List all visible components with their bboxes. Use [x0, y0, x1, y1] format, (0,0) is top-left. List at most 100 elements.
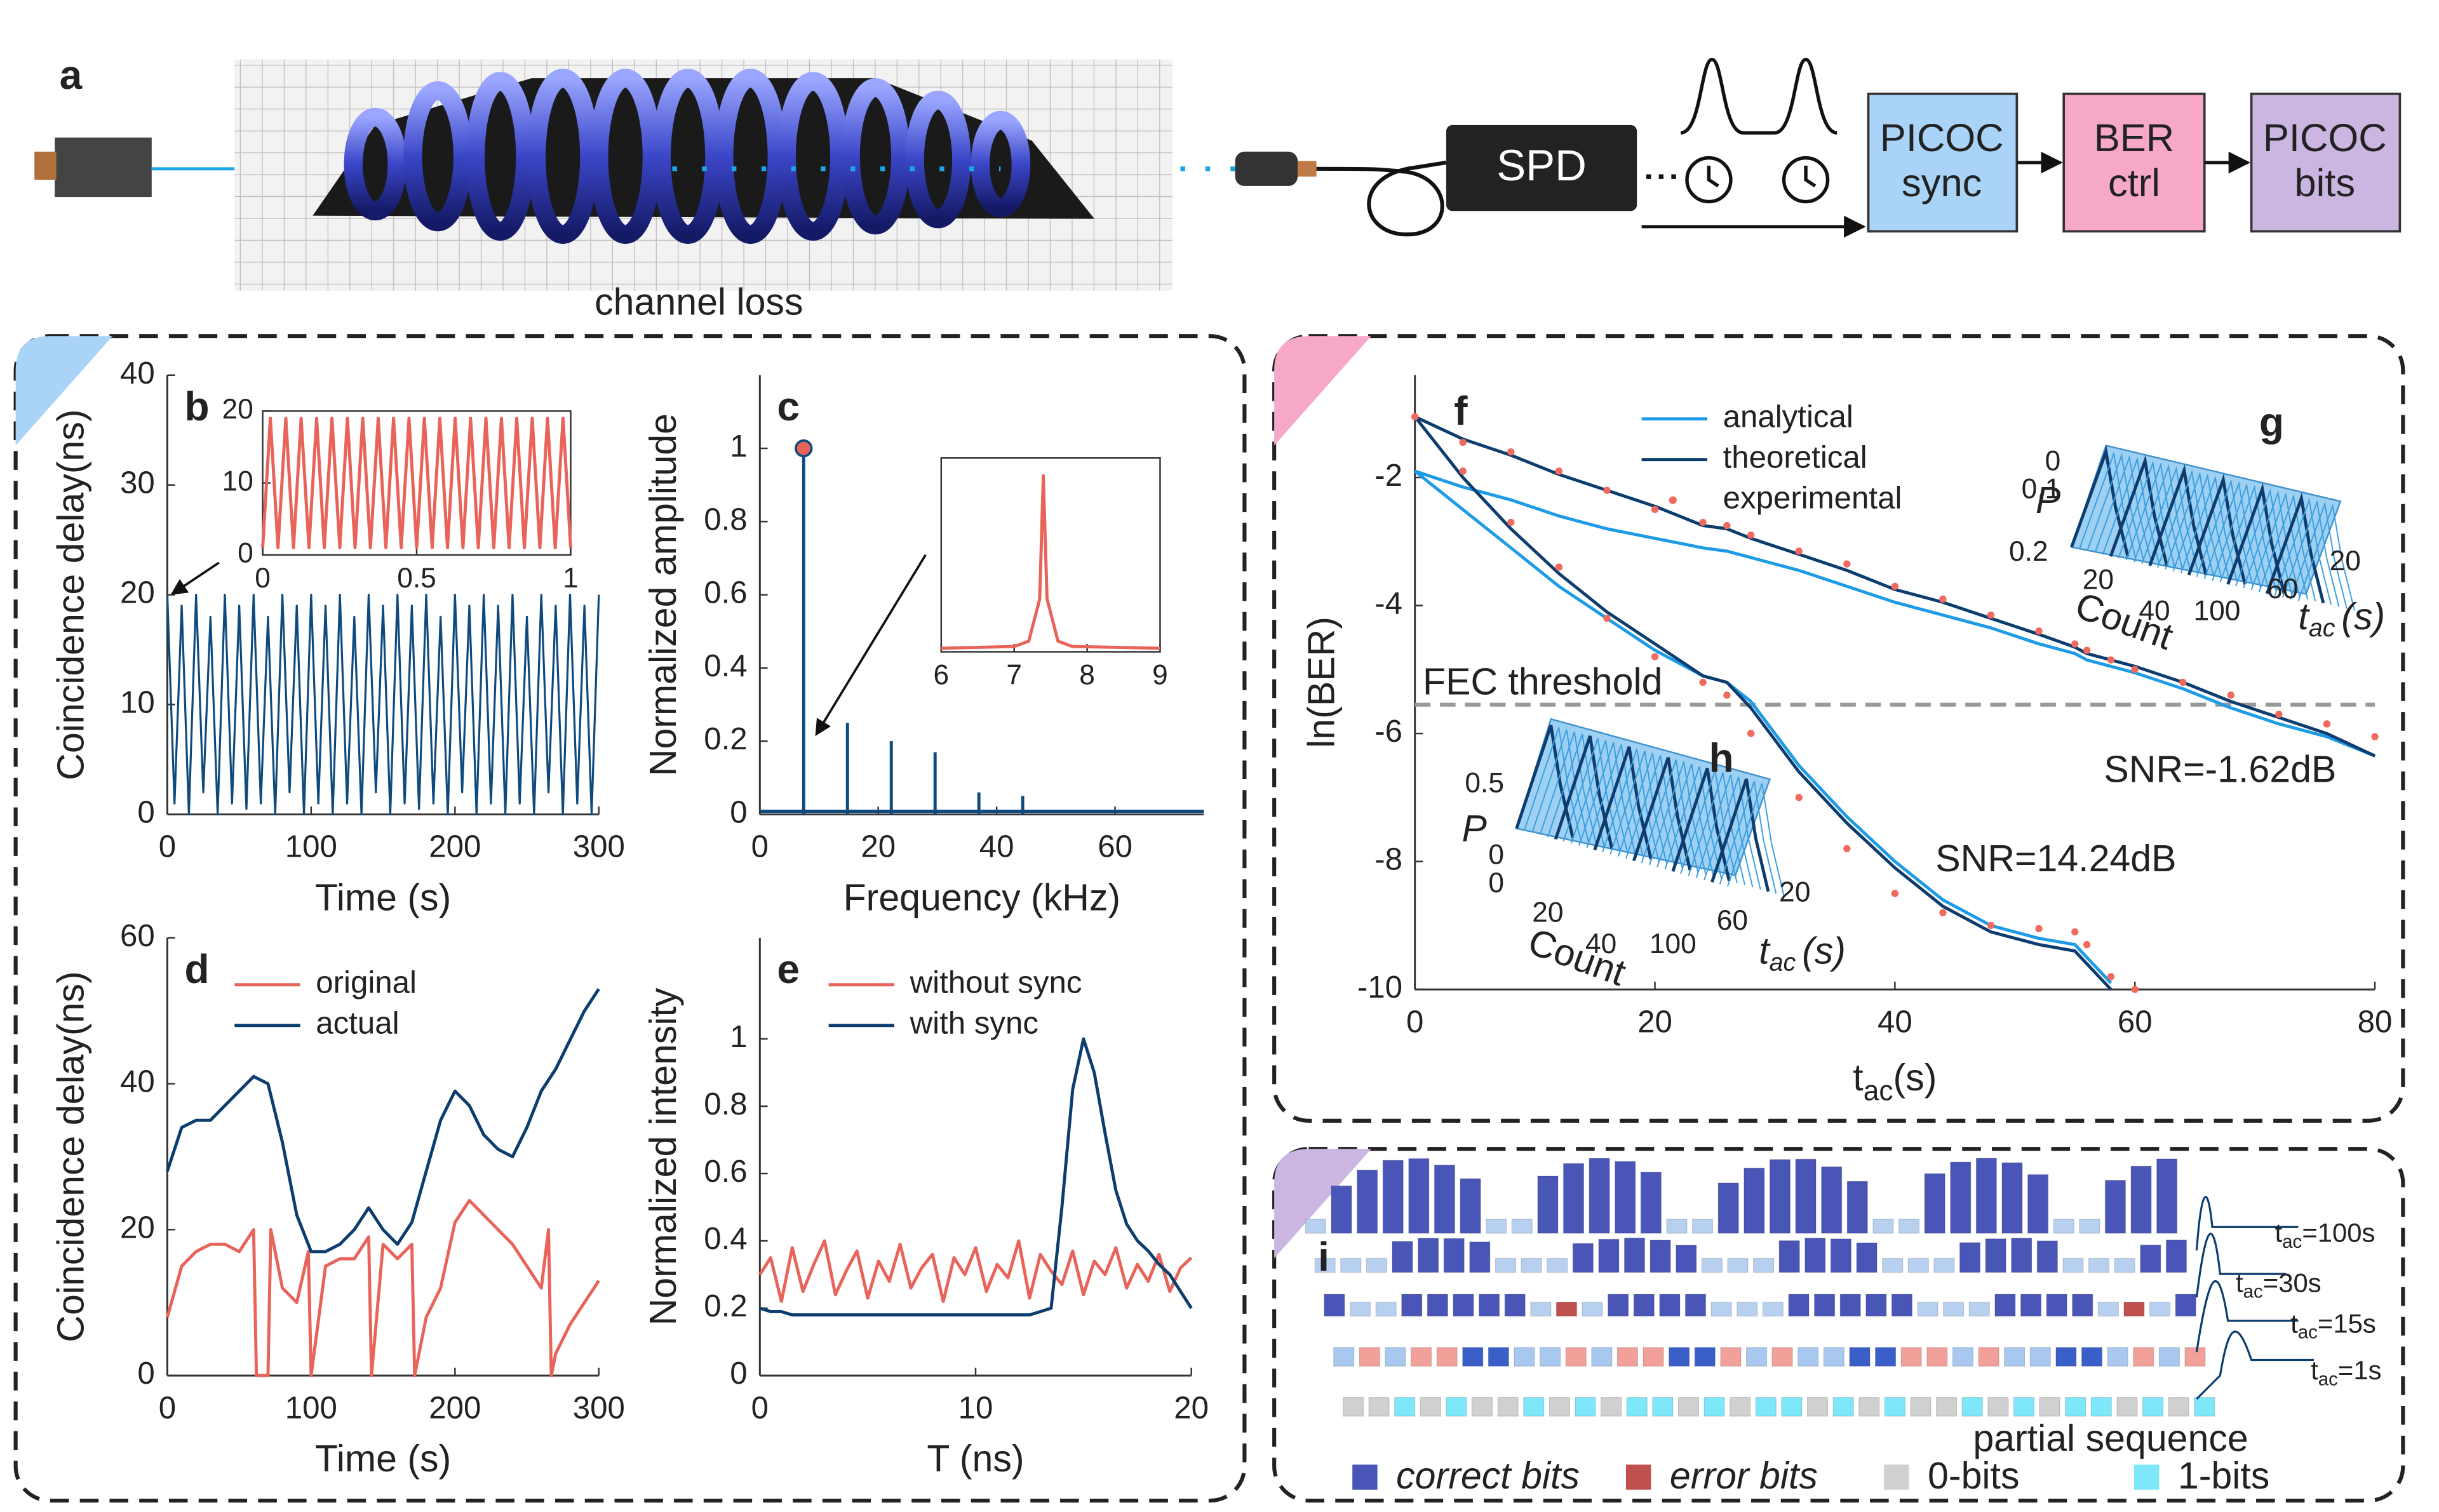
x-axis-label: Frequency (kHz) [843, 876, 1121, 918]
bit [2090, 1396, 2112, 1417]
bit [1410, 1347, 1432, 1367]
bit [2088, 1257, 2110, 1273]
data-line [1414, 415, 2376, 758]
data-dot [2107, 656, 2115, 664]
data-line [759, 1037, 1193, 1317]
data-dot [1459, 438, 1467, 446]
bit [2123, 1301, 2145, 1317]
legend-label: theoretical [1723, 440, 1867, 475]
data-dot [2035, 925, 2043, 933]
bit [1434, 1165, 1456, 1234]
data-dot [2083, 940, 2091, 949]
legend-label: experimental [1723, 481, 1902, 516]
bit [1598, 1238, 1620, 1273]
data-dot [1843, 560, 1851, 568]
bit [1511, 1219, 1533, 1234]
x-axis-label-part: (s) [1893, 1056, 1937, 1098]
bit [1856, 1242, 1878, 1273]
surface-line [1625, 755, 1683, 868]
bit [1849, 1347, 1871, 1367]
bit [2065, 1396, 2086, 1417]
box-label: ctrl [2108, 161, 2160, 205]
x-tick-label: 100 [285, 829, 337, 864]
tac-sub: ac [2243, 1281, 2263, 1302]
surface-line [2203, 481, 2262, 589]
x-tick-label: 8 [1079, 660, 1095, 691]
x-tick-label: 200 [429, 1390, 481, 1425]
x-tick-label: 300 [573, 1390, 625, 1425]
bit [1924, 1173, 1945, 1234]
t-tick-label: 100 [1650, 928, 1697, 960]
t-tick-label: 20 [2330, 545, 2361, 577]
bit [1813, 1294, 1836, 1317]
bit [1781, 1396, 1803, 1417]
annotation: SNR=14.24dB [1935, 838, 2176, 880]
bit [2156, 1158, 2178, 1234]
z-axis-label: P [2036, 479, 2061, 521]
y-tick-label: 0.4 [704, 648, 747, 683]
y-axis-label: ln(BER) [1301, 617, 1343, 748]
surface-line [2250, 492, 2309, 599]
y-tick-label: -4 [1374, 586, 1402, 621]
data-dot [2071, 640, 2079, 648]
bit [1615, 1161, 1636, 1234]
bit [1978, 1347, 1999, 1367]
bit [1359, 1347, 1380, 1367]
surface-line [2102, 457, 2160, 565]
bit [1788, 1294, 1810, 1317]
bit [1555, 1301, 1578, 1317]
surface-line [1539, 731, 1597, 845]
inset-3d [1515, 718, 1785, 896]
bit [1640, 1172, 1662, 1234]
bit [1823, 1347, 1844, 1367]
y-tick-label: 0 [730, 1356, 747, 1391]
x-tick-label: 60 [1098, 829, 1132, 864]
bit [1539, 1347, 1561, 1367]
pointer [815, 554, 927, 737]
legend-label: without sync [910, 965, 1082, 1000]
data-dot [1987, 921, 1995, 930]
y-tick-label: 0.8 [704, 502, 747, 537]
x-tick-label: 40 [2139, 596, 2170, 627]
surface-line [2141, 465, 2199, 573]
data-line [166, 988, 600, 1254]
data-line [261, 417, 572, 549]
tac-part: =15s [2318, 1308, 2376, 1338]
bit [2175, 1294, 2196, 1317]
bit [1523, 1396, 1545, 1417]
y-tick-label: 0.4 [704, 1221, 747, 1256]
surface-line [2148, 464, 2208, 576]
tac-sub: ac [2282, 1231, 2302, 1252]
bit [1446, 1396, 1467, 1417]
bit [1839, 1294, 1861, 1317]
bit [1968, 1301, 1990, 1317]
data-dot [1699, 678, 1707, 686]
data-dot [1723, 691, 1731, 699]
bit [1832, 1396, 1854, 1417]
y-axis-label: Coincidence delay(ns) [50, 971, 91, 1342]
bit [1872, 1219, 1894, 1234]
bit [2097, 1301, 2119, 1317]
bit [2081, 1347, 2103, 1367]
inset-frame [940, 457, 1161, 653]
t-axis-label: tac (s) [2298, 595, 2385, 642]
bit [1453, 1294, 1474, 1317]
bit [2055, 1347, 2077, 1367]
surface-line [1602, 749, 1660, 862]
x-tick-label: 20 [1532, 897, 1563, 928]
y-tick-label: 1 [730, 1019, 747, 1054]
bit [1737, 1301, 1758, 1317]
panel-letter: i [1318, 1234, 1329, 1280]
y-tick-label: 20 [222, 394, 253, 425]
x-tick-label: 20 [2083, 564, 2114, 595]
legend-swatch [2133, 1464, 2160, 1490]
bit [1710, 1301, 1732, 1317]
bit [1324, 1294, 1345, 1317]
legend-label: original [316, 965, 417, 1000]
surface-line [2258, 493, 2316, 601]
bit [1917, 1301, 1938, 1317]
bit [1331, 1185, 1352, 1234]
bit [1514, 1347, 1535, 1367]
bit [1933, 1257, 1955, 1273]
z-tick-label: 0 [1488, 840, 1504, 871]
